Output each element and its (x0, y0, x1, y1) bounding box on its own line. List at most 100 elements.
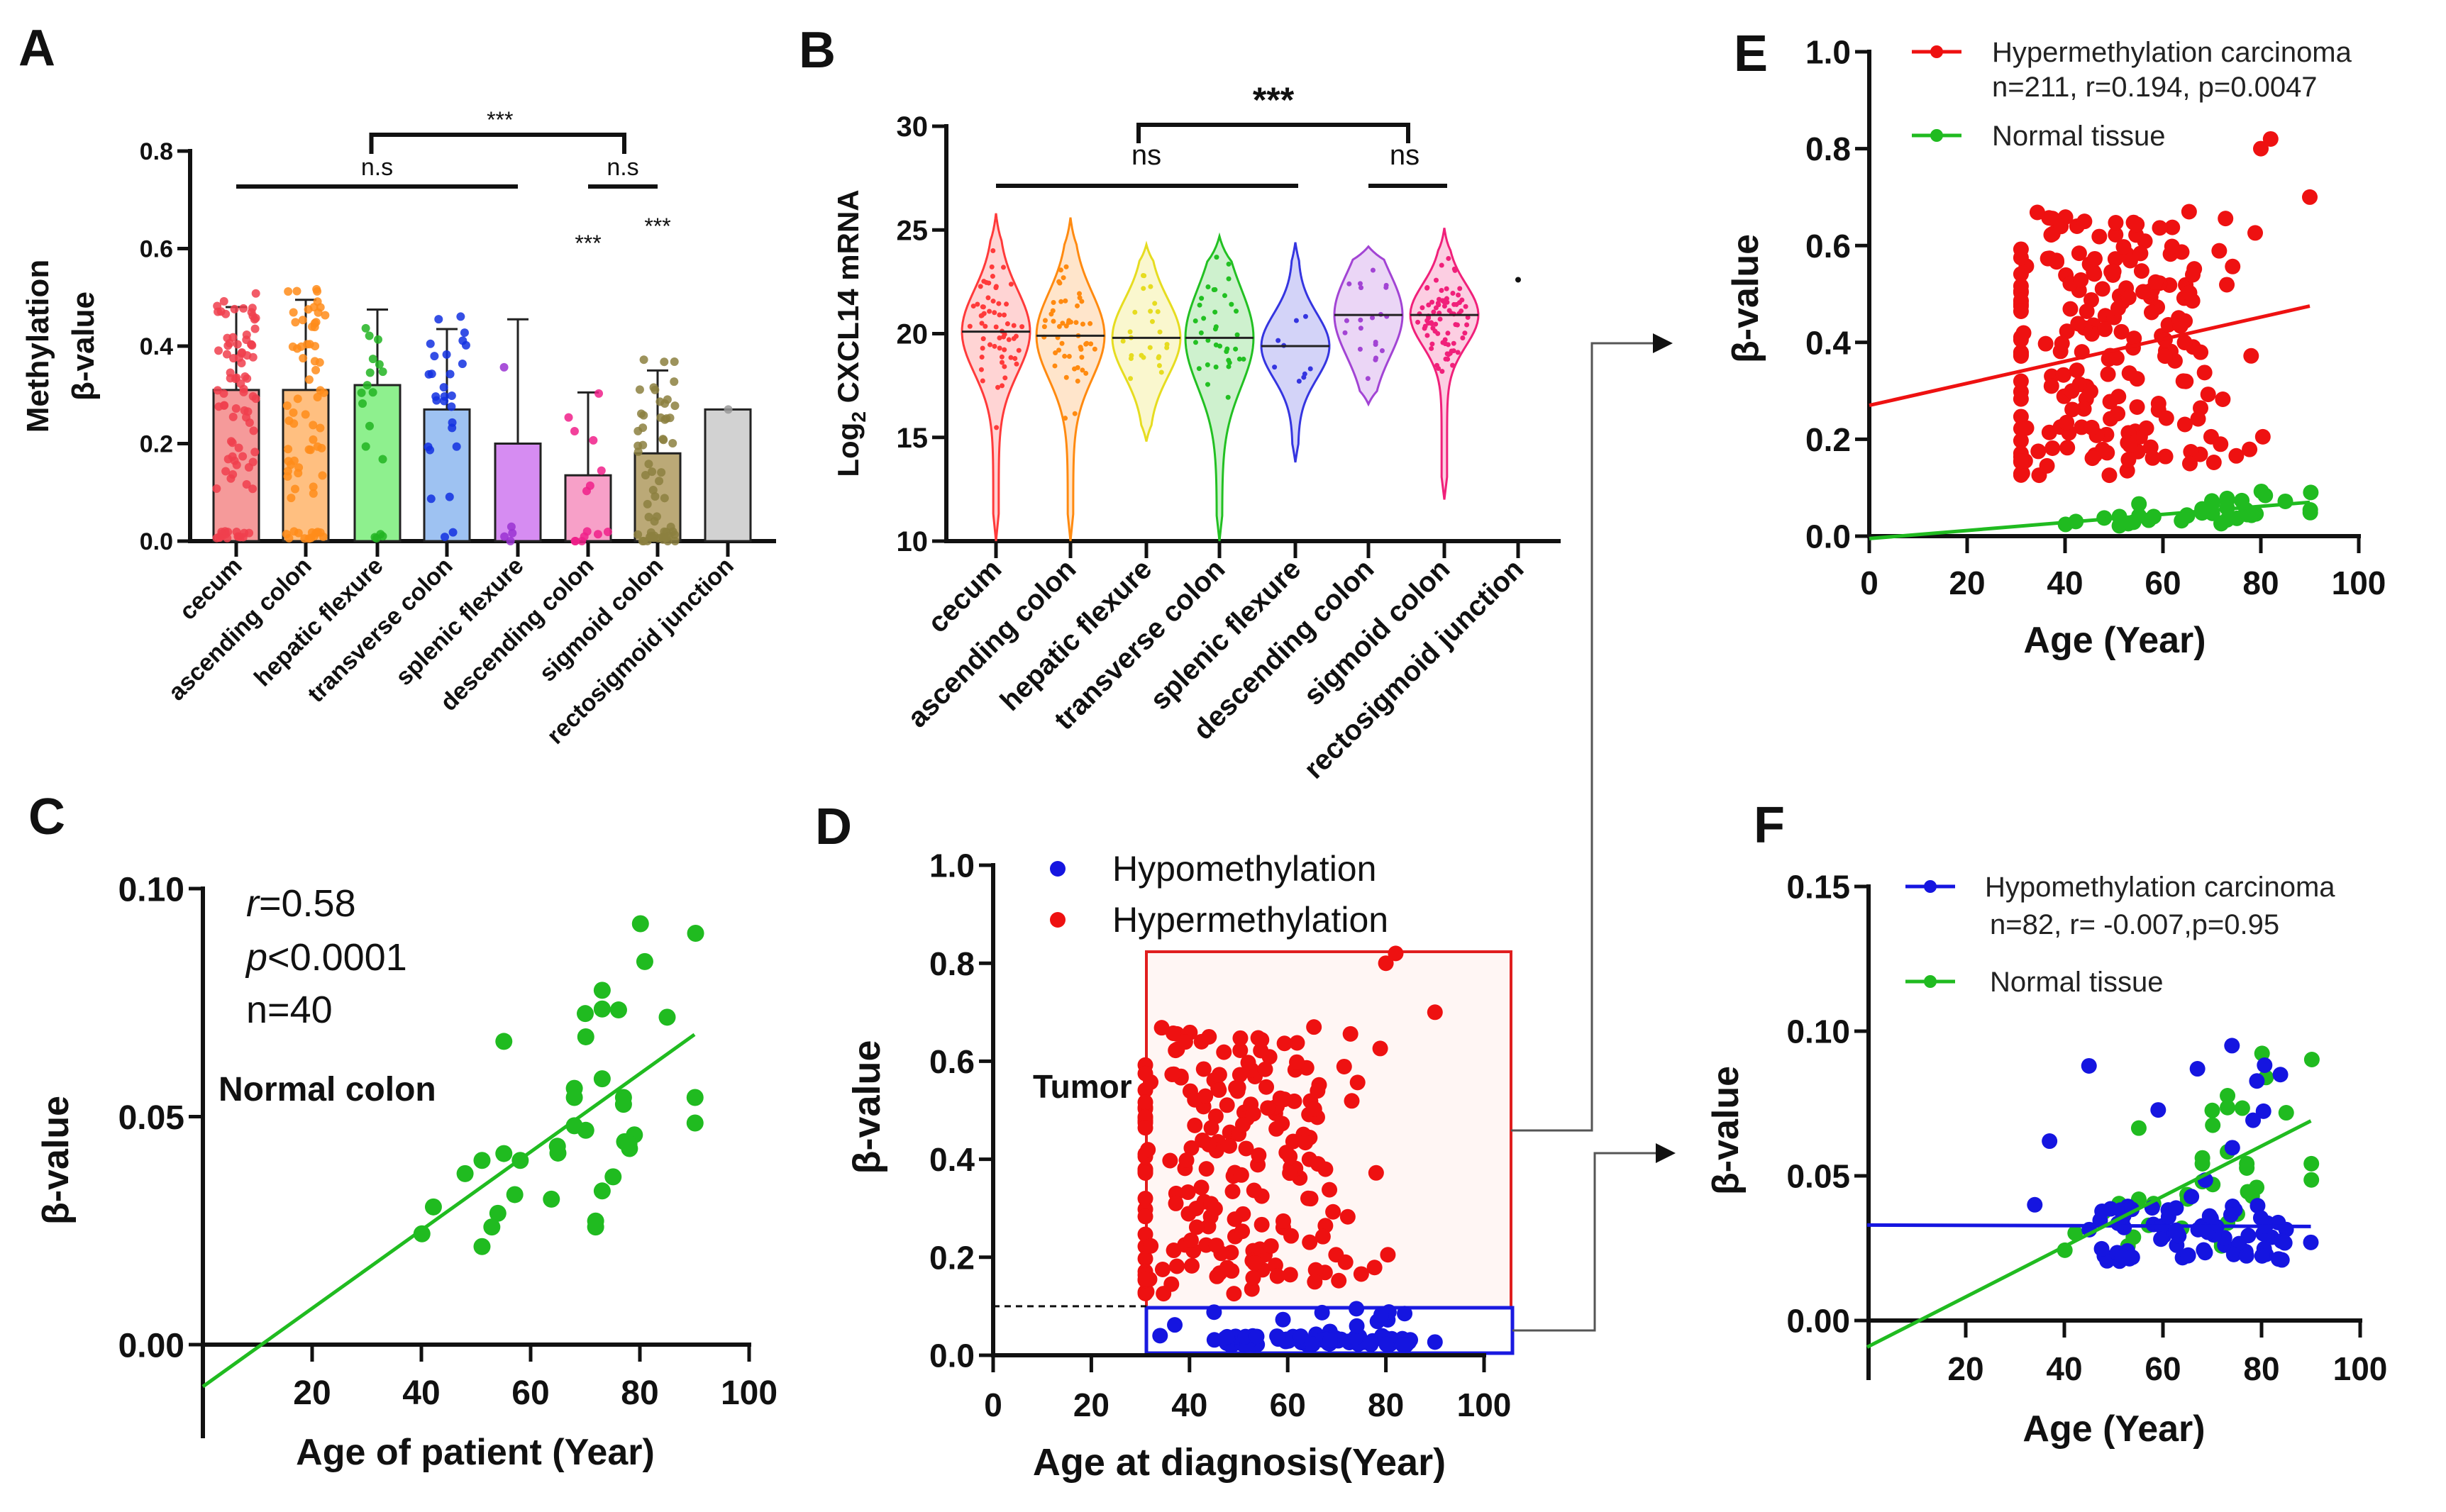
data-point (1141, 355, 1146, 360)
data-point-hyper (2059, 414, 2075, 430)
data-point-hyper (1139, 1284, 1155, 1300)
data-point-hypo (1219, 1328, 1235, 1345)
data-point-hyper (1283, 1228, 1299, 1244)
data-point (1056, 323, 1062, 329)
y-tick-label: 0.10 (118, 871, 184, 908)
data-point (570, 427, 579, 436)
data-point (378, 367, 387, 377)
data-point-hypo (1206, 1304, 1222, 1321)
data-point (230, 456, 239, 465)
data-point (1073, 320, 1079, 326)
data-point (426, 339, 435, 348)
data-point-hyper (1154, 1262, 1171, 1278)
data-point (228, 412, 238, 421)
data-point (980, 345, 985, 351)
data-point-hyper (2039, 457, 2055, 474)
data-point-hyper (2101, 467, 2118, 484)
x-tick-label: 100 (1457, 1386, 1512, 1423)
data-point-hyper (2071, 245, 2087, 262)
significance-label: *** (1253, 80, 1295, 120)
data-point (289, 308, 298, 317)
data-point (376, 530, 385, 539)
data-point (1079, 299, 1085, 304)
data-point-hyper (2143, 304, 2159, 321)
data-point (1063, 374, 1069, 380)
data-point (658, 1008, 676, 1026)
data-point-hypo (1427, 1334, 1443, 1350)
data-point (593, 1182, 611, 1200)
data-point (1441, 304, 1447, 309)
panel-letter: C (28, 789, 65, 845)
data-point (1358, 317, 1363, 323)
data-point-hyper (2091, 228, 2108, 245)
y-axis-label: Log2 CXCL14 mRNA (831, 189, 870, 477)
data-point (577, 1028, 594, 1045)
data-point (1212, 287, 1218, 292)
panel-d: D 0.0 0.2 0.4 0.6 0.8 1.0 0 20 40 60 80 100 Age at di… (815, 799, 1515, 1484)
data-point (1213, 364, 1219, 369)
data-point (633, 441, 643, 450)
legend-marker (1924, 880, 1937, 893)
x-tick-label: 80 (1368, 1386, 1404, 1423)
data-point-hypo (2257, 1057, 2273, 1073)
data-point-hyper (1263, 1238, 1279, 1254)
legend-label: Hypomethylation carcinoma (1985, 872, 2335, 903)
x-tick-label: hepatic flexure (249, 552, 389, 692)
data-point (313, 392, 322, 401)
data-point-hyper (1307, 1274, 1323, 1290)
data-point (1120, 338, 1126, 344)
data-point (1019, 324, 1025, 330)
data-point-hyper (2079, 304, 2095, 320)
data-point (1128, 376, 1134, 382)
data-point (1302, 313, 1308, 319)
data-point-hyper (2108, 226, 2124, 243)
regression-line-normal (1866, 1119, 2312, 1349)
data-point (242, 480, 251, 489)
y-axis-label: β-value (1725, 234, 1766, 363)
data-point (499, 362, 509, 372)
data-point (456, 1164, 474, 1182)
legend-label: Hypermethylation (1112, 900, 1388, 940)
data-point-hypo (2027, 1196, 2043, 1213)
data-point-hyper (2043, 378, 2059, 394)
data-point (1002, 331, 1007, 337)
data-point (1383, 282, 1389, 288)
violin (1111, 240, 1182, 442)
n-stat: n=40 (246, 989, 333, 1031)
data-point (1431, 309, 1437, 315)
data-point (361, 442, 370, 451)
x-tick-label: 80 (621, 1374, 658, 1412)
data-point-hyper (2121, 365, 2137, 382)
data-point-hyper (1200, 1218, 1217, 1235)
data-point-hyper (1282, 1165, 1298, 1182)
y-label-subscript: 2 (848, 411, 870, 423)
data-point (1075, 303, 1080, 308)
data-point (603, 527, 612, 536)
data-point (284, 287, 293, 296)
data-point (1006, 337, 1012, 343)
data-point-hyper (2094, 281, 2110, 297)
data-point-hyper (2206, 454, 2222, 470)
data-point-hyper (1187, 1117, 1203, 1133)
data-point (1155, 308, 1161, 314)
data-point-hyper (1282, 1148, 1298, 1164)
data-point-hyper (1178, 1152, 1195, 1168)
data-point (631, 915, 649, 933)
data-point (222, 350, 231, 359)
data-point-hypo (2042, 1133, 2058, 1150)
data-point (321, 311, 330, 320)
data-point (1148, 284, 1153, 289)
data-point (1198, 330, 1204, 335)
data-point-hypo (2272, 1067, 2289, 1083)
data-point-hypo (1363, 1336, 1379, 1352)
data-point (1444, 286, 1449, 291)
data-point-hypo (1395, 1337, 1411, 1353)
y-label-log: Log (831, 423, 865, 477)
data-point-hyper (2135, 284, 2152, 300)
y-tick-label: 0.0 (929, 1338, 975, 1374)
data-point-normal (2204, 1102, 2220, 1118)
data-point-hyper (1234, 1223, 1251, 1240)
data-point-hyper (1380, 1247, 1396, 1263)
data-point (1192, 318, 1198, 323)
